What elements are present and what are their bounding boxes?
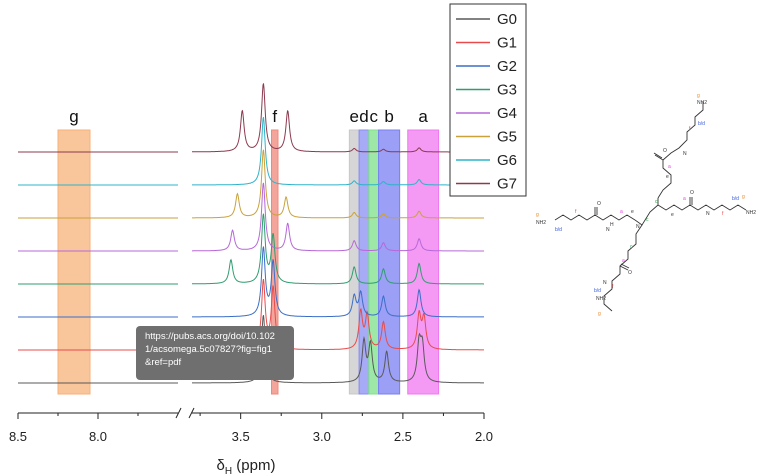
- region-label-a: a: [418, 107, 428, 126]
- x-tick-label-8.5: 8.5: [9, 429, 27, 444]
- structure-label: N: [683, 151, 687, 157]
- structure-label: c: [655, 199, 658, 205]
- structure-label: NH2: [746, 210, 756, 216]
- x-axis-title: δH (ppm): [217, 457, 276, 476]
- region-band-b: [378, 129, 401, 395]
- structure-label: g: [742, 194, 745, 200]
- trace-g2-segment-2: [192, 246, 484, 318]
- region-band-f: [270, 129, 279, 395]
- axis-break-mark-1: [175, 407, 182, 419]
- structure-label: g: [697, 93, 700, 99]
- region-label-b: b: [384, 107, 393, 126]
- region-band-e: [348, 129, 360, 395]
- structure-label: f: [612, 284, 614, 290]
- structure-label: NH2: [596, 296, 606, 302]
- structure-label: a: [683, 196, 686, 202]
- legend-label-g1: G1: [497, 35, 517, 52]
- structure-label: a: [622, 258, 625, 264]
- spectrum-traces: [18, 83, 484, 384]
- region-label-f: f: [272, 107, 277, 126]
- region-band-a: [407, 129, 440, 395]
- structure-label: H: [610, 222, 614, 228]
- legend-label-g6: G6: [497, 152, 517, 169]
- x-tick-label-3.0: 3.0: [313, 429, 331, 444]
- region-band-c: [368, 129, 380, 395]
- structure-label: O: [597, 201, 601, 207]
- arm-bottom-chain: [603, 224, 643, 312]
- structure-label: c: [646, 217, 649, 223]
- structure-label: c: [630, 244, 633, 250]
- trace-g6-segment-2: [192, 117, 484, 186]
- x-tick-label-2.0: 2.0: [475, 429, 493, 444]
- structure-label: f: [722, 211, 724, 217]
- region-label-e: e: [349, 107, 358, 126]
- structure-label: b/d: [555, 227, 562, 233]
- arm-right-chain: [657, 204, 747, 211]
- region-label-g: g: [69, 107, 78, 126]
- legend: G0 G1 G2 G3 G4 G5 G6 G7: [449, 3, 527, 197]
- trace-g0-segment-2: [192, 315, 484, 384]
- legend-label-g0: G0: [497, 11, 517, 28]
- arm-left-chain: [554, 214, 636, 221]
- region-bands: [57, 129, 440, 395]
- region-label-c: c: [369, 107, 378, 126]
- structure-label: b/d: [698, 121, 705, 127]
- structure-label: N: [603, 280, 607, 286]
- legend-label-g4: G4: [497, 105, 517, 122]
- axis-break-mark-2: [188, 407, 195, 419]
- arm-top-chain: [657, 102, 704, 199]
- legend-label-g7: G7: [497, 176, 517, 193]
- trace-g5-segment-2: [192, 149, 484, 219]
- arm-top-carbonyl: [654, 154, 664, 161]
- region-label-d: d: [359, 107, 368, 126]
- x-tick-label-8.0: 8.0: [89, 429, 107, 444]
- legend-box: [449, 3, 527, 197]
- structure-label: g: [536, 212, 539, 218]
- structure-label: b/d: [594, 288, 601, 294]
- legend-label-g2: G2: [497, 58, 517, 75]
- x-axis: 8.5 8.0 3.5 3.0 2.5 2.0 δH (ppm): [9, 407, 493, 476]
- structure-label: e: [671, 212, 674, 218]
- structure-label: O: [690, 190, 694, 196]
- legend-label-g3: G3: [497, 82, 517, 99]
- region-band-d: [358, 129, 370, 395]
- structure-label: b/d: [732, 196, 739, 202]
- x-axis-ticks: 8.5 8.0 3.5 3.0 2.5 2.0: [9, 413, 493, 444]
- structure-label: f: [689, 126, 691, 132]
- trace-g3-segment-2: [192, 213, 484, 285]
- arm-bottom-carbonyl-double: [620, 263, 630, 269]
- tooltip-line-1: https://pubs.acs.org/doi/10.102: [145, 331, 275, 342]
- structure-label: e: [666, 174, 669, 180]
- legend-label-g5: G5: [497, 129, 517, 146]
- core-link: [634, 198, 659, 226]
- tooltip-line-2: 1/acsomega.5c07827?fig=fig1: [145, 344, 273, 355]
- structure-label: a: [668, 164, 671, 170]
- x-tick-label-2.5: 2.5: [394, 429, 412, 444]
- trace-g7-segment-2: [192, 83, 484, 153]
- region-band-g: [57, 129, 91, 395]
- arm-bottom-carbonyl: [619, 265, 629, 271]
- structure-label: N: [636, 224, 640, 230]
- structure-label: O: [663, 148, 667, 154]
- structure-label: e: [631, 209, 634, 215]
- structure-label: N: [706, 211, 710, 217]
- structure-label: N: [606, 227, 610, 233]
- structure-label: NH2: [697, 100, 707, 106]
- x-tick-label-3.5: 3.5: [232, 429, 250, 444]
- tooltip-line-3: &ref=pdf: [145, 357, 182, 368]
- structure-label: O: [628, 270, 632, 276]
- arm-top-carbonyl-double: [653, 152, 663, 159]
- url-tooltip: https://pubs.acs.org/doi/10.102 1/acsome…: [136, 326, 294, 380]
- structure-label: g: [598, 311, 601, 317]
- trace-g4-segment-2: [192, 182, 484, 252]
- structure-label: f: [575, 209, 577, 215]
- dendrimer-structure: [554, 102, 747, 312]
- structure-label: a: [620, 209, 623, 215]
- structure-label: NH2: [536, 220, 546, 226]
